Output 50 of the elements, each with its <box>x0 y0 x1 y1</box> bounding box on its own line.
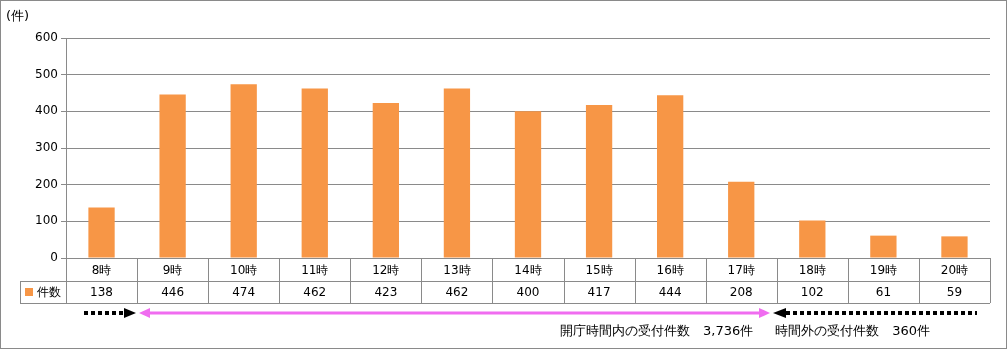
data-label: 423 <box>374 285 398 300</box>
data-label: 444 <box>658 285 682 300</box>
y-tick-label: 600 <box>35 30 58 45</box>
bar <box>443 88 471 258</box>
bar <box>230 84 257 258</box>
data-label: 474 <box>232 285 256 300</box>
bar <box>657 95 684 258</box>
text: 時間外の受付件数 360件 <box>775 323 931 338</box>
x-tick-label: 15時 <box>585 263 613 278</box>
bar <box>159 94 186 258</box>
data-label: 462 <box>303 285 327 300</box>
y-tick-label: 500 <box>35 66 58 81</box>
data-label: 400 <box>516 285 540 300</box>
legend-label: 件数 <box>37 285 61 300</box>
data-label: 446 <box>161 285 185 300</box>
data-label: 102 <box>800 285 824 300</box>
x-tick-label: 20時 <box>940 263 969 278</box>
y-tick-label: 200 <box>35 176 58 191</box>
bar <box>941 236 968 258</box>
data-label: 208 <box>729 285 753 300</box>
x-tick-label: 16時 <box>656 263 684 278</box>
data-label: 462 <box>445 285 469 300</box>
x-tick-label: 17時 <box>727 263 755 278</box>
bar <box>514 111 542 258</box>
bar <box>301 88 328 258</box>
data-label: 417 <box>587 285 611 300</box>
x-tick-label: 19時 <box>869 263 898 278</box>
bar <box>870 235 897 258</box>
data-label: 61 <box>875 285 892 300</box>
bar <box>728 181 755 258</box>
x-tick-label: 14時 <box>514 263 542 278</box>
bar <box>799 220 826 258</box>
x-tick-label: 8時 <box>91 263 112 278</box>
x-tick-label: 13時 <box>443 263 471 278</box>
data-label: 138 <box>90 285 113 300</box>
bar <box>585 105 613 258</box>
y-tick-label: 300 <box>35 140 58 155</box>
x-tick-label: 10時 <box>230 263 258 278</box>
y-axis-title: (件) <box>6 8 30 24</box>
text: 開庁時間内の受付件数 3,736件 <box>560 323 754 338</box>
bar <box>372 102 399 258</box>
data-label: 59 <box>946 285 963 300</box>
x-tick-label: 9時 <box>162 263 183 278</box>
y-tick-label: 400 <box>35 103 58 118</box>
bar <box>88 207 115 258</box>
y-tick-label: 100 <box>35 213 58 228</box>
y-tick-label: 0 <box>50 250 58 265</box>
x-tick-label: 11時 <box>301 263 329 278</box>
x-tick-label: 12時 <box>372 263 400 278</box>
x-tick-label: 18時 <box>798 263 826 278</box>
